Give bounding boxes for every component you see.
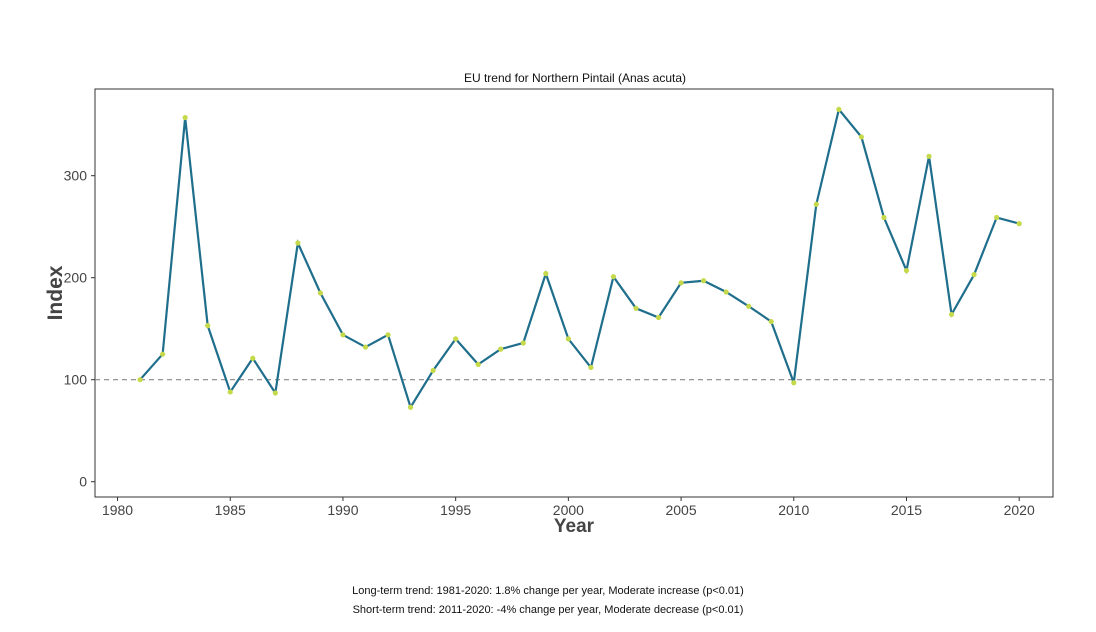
- data-point: [701, 278, 707, 284]
- data-point: [475, 361, 481, 367]
- data-point: [160, 351, 166, 357]
- line-chart: EU trend for Northern Pintail (Anas acut…: [44, 71, 1054, 537]
- data-point: [543, 271, 549, 277]
- data-point: [407, 404, 414, 410]
- x-tick-label: 2020: [1004, 502, 1035, 518]
- series-line: [139, 106, 1020, 410]
- data-point: [295, 240, 301, 246]
- long-term-trend-note: Long-term trend: 1981-2020: 1.8% change …: [352, 585, 744, 597]
- y-tick-label: 300: [64, 168, 88, 184]
- y-axis-label: Index: [44, 265, 67, 320]
- x-tick-label: 1985: [215, 502, 246, 518]
- x-tick-label: 2010: [778, 502, 809, 518]
- data-point: [926, 153, 932, 159]
- data-point: [994, 214, 1000, 221]
- data-point: [610, 274, 617, 280]
- short-term-trend-note: Short-term trend: 2011-2020: -4% change …: [352, 604, 744, 616]
- x-tick-label: 2005: [665, 502, 696, 518]
- data-point: [971, 272, 977, 278]
- x-tick-label: 2015: [891, 502, 922, 518]
- data-point: [272, 390, 278, 396]
- data-point: [385, 332, 391, 338]
- data-point: [633, 305, 639, 311]
- data-point: [453, 336, 459, 342]
- data-point: [205, 323, 211, 329]
- data-point: [903, 267, 910, 274]
- data-point: [182, 114, 188, 121]
- x-tick-label: 2000: [553, 502, 584, 518]
- data-point: [588, 364, 594, 371]
- data-point: [723, 289, 729, 295]
- chart-title: EU trend for Northern Pintail (Anas acut…: [464, 71, 686, 85]
- data-point: [250, 355, 256, 361]
- data-point: [791, 380, 797, 386]
- data-point: [565, 336, 571, 342]
- x-tick-label: 1995: [440, 502, 471, 518]
- data-point: [948, 311, 955, 318]
- data-point: [858, 134, 865, 140]
- x-axis-label: Year: [554, 516, 595, 537]
- data-point: [362, 344, 369, 350]
- data-point: [746, 303, 752, 309]
- data-point: [813, 201, 819, 207]
- data-point: [520, 340, 526, 346]
- plot-panel: [94, 88, 1054, 498]
- data-point: [340, 332, 346, 338]
- data-point: [317, 290, 324, 296]
- y-tick-label: 0: [79, 474, 87, 490]
- x-tick-label: 1990: [327, 502, 358, 518]
- data-point: [655, 314, 662, 321]
- x-tick-label: 1980: [102, 502, 133, 518]
- y-tick-label: 200: [64, 270, 88, 286]
- data-point: [137, 377, 143, 383]
- y-tick-label: 100: [64, 372, 88, 388]
- data-point: [227, 389, 233, 395]
- data-point: [1016, 221, 1022, 227]
- data-point: [498, 346, 504, 352]
- data-point: [881, 214, 887, 221]
- data-point: [678, 280, 684, 286]
- data-point: [430, 367, 436, 374]
- data-point: [768, 318, 774, 325]
- data-point: [836, 106, 842, 112]
